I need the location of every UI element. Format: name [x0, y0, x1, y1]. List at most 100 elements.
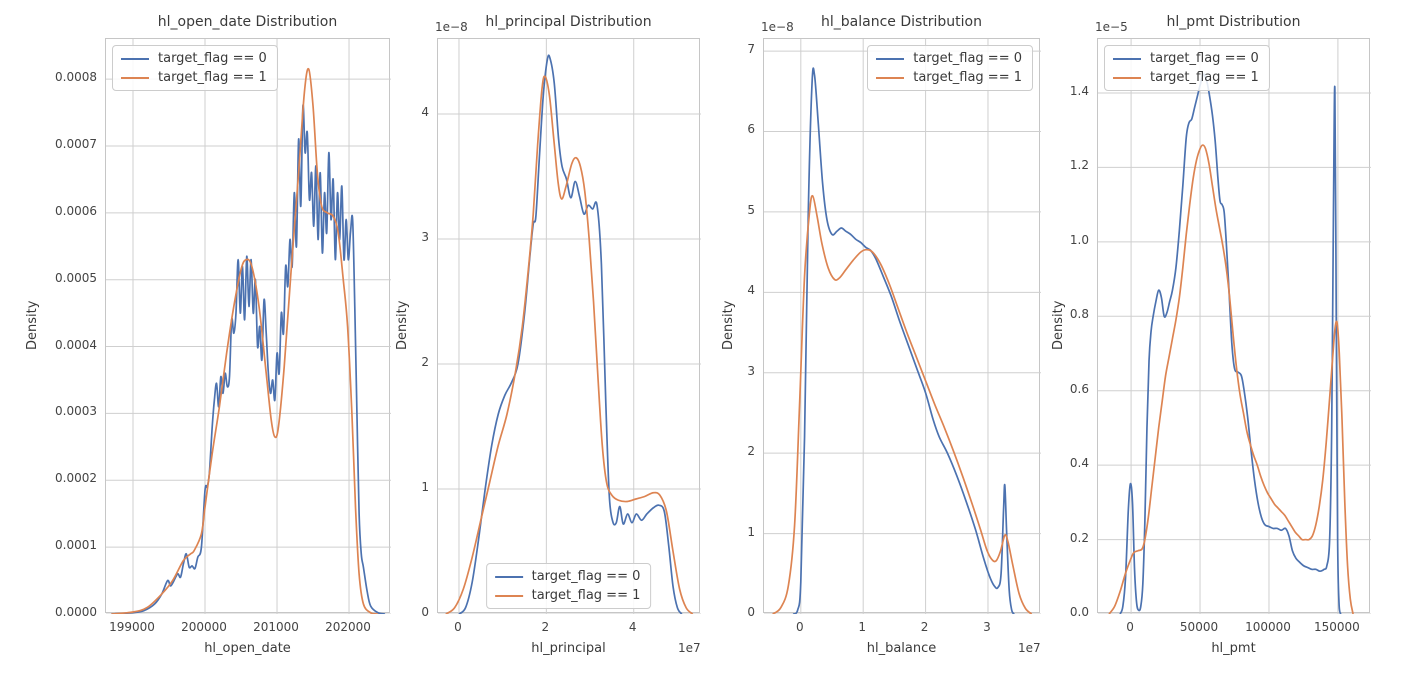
y-axis-label-density: Density: [25, 300, 40, 351]
plot-area-hl-pmt: [1098, 39, 1371, 614]
plot-area-hl-balance: [764, 39, 1041, 614]
x-tick-label: 0: [1126, 620, 1134, 634]
x-axis-label-hl-pmt: hl_pmt: [1211, 641, 1256, 656]
y-tick-label: 6: [747, 122, 755, 137]
y-tick-label: 2: [421, 355, 429, 369]
y-tick-label: 0.0002: [55, 471, 97, 486]
x-axis-offset-text: 1e7: [1018, 641, 1041, 655]
density-curve-target-flag-1: [1108, 144, 1354, 614]
y-tick-label: 1.4: [1069, 83, 1089, 98]
legend-label: target_flag == 1: [1150, 70, 1259, 85]
y-tick-label: 0.0003: [55, 404, 97, 419]
x-tick-label: 202000: [325, 620, 371, 634]
y-tick-label: 1.0: [1069, 232, 1089, 247]
y-tick-label: 1: [421, 480, 429, 494]
legend-line-swatch: [876, 57, 905, 60]
legend: target_flag == 0 target_flag == 1: [867, 45, 1033, 91]
y-tick-label: 4: [421, 105, 429, 119]
x-tick-label: 199000: [109, 620, 155, 634]
x-tick-label: 201000: [253, 620, 299, 634]
legend-entry: target_flag == 0: [876, 51, 1022, 66]
legend: target_flag == 0 target_flag == 1: [112, 45, 278, 91]
y-axis-label-density: Density: [1051, 300, 1066, 351]
y-tick-label: 3: [421, 230, 429, 244]
x-axis-label-hl-principal: hl_principal: [531, 641, 606, 656]
y-tick-label: 0.4: [1069, 456, 1089, 471]
chart-title-hl-open-date: hl_open_date Distribution: [157, 14, 338, 30]
axes-hl-principal: [437, 38, 701, 614]
plot-area-hl-principal: [438, 39, 701, 614]
y-tick-label: 0.0006: [55, 203, 97, 218]
legend-entry: target_flag == 1: [876, 70, 1022, 85]
density-curve-target-flag-1: [111, 67, 378, 614]
y-tick-label: 1: [747, 524, 755, 539]
plot-area-hl-open-date: [106, 39, 391, 614]
x-tick-label: 100000: [1245, 620, 1291, 634]
y-tick-label: 0: [421, 605, 429, 619]
chart-title-hl-pmt: hl_pmt Distribution: [1166, 14, 1301, 30]
y-tick-label: 0.0001: [55, 538, 97, 553]
axes-hl-open-date: [105, 38, 391, 614]
y-tick-label: 0.6: [1069, 381, 1089, 396]
x-tick-label: 200000: [181, 620, 227, 634]
y-tick-label: 5: [747, 202, 755, 217]
legend-line-swatch: [121, 57, 149, 60]
legend-line-swatch: [1113, 76, 1141, 79]
y-tick-label: 4: [747, 283, 755, 298]
legend-entry: target_flag == 0: [121, 51, 267, 66]
chart-title-hl-balance: hl_balance Distribution: [820, 14, 983, 30]
legend-entry: target_flag == 1: [1113, 70, 1259, 85]
density-curve-target-flag-1: [772, 194, 1033, 614]
y-axis-offset-text: 1e−5: [1095, 20, 1128, 34]
y-tick-label: 0.0007: [55, 136, 97, 151]
x-axis-label-hl-open-date: hl_open_date: [204, 641, 291, 656]
y-axis-label-density: Density: [721, 300, 736, 351]
legend-line-swatch: [494, 575, 523, 578]
legend-label: target_flag == 0: [1150, 51, 1259, 66]
legend: target_flag == 0 target_flag == 1: [1104, 45, 1270, 91]
legend-line-swatch: [1113, 57, 1141, 60]
y-tick-label: 0.0008: [55, 70, 97, 85]
y-axis-offset-text: 1e−8: [435, 20, 468, 34]
legend-label: target_flag == 0: [158, 51, 267, 66]
legend-entry: target_flag == 1: [121, 70, 267, 85]
legend-entry: target_flag == 1: [494, 588, 641, 603]
y-tick-label: 0.0: [1069, 605, 1089, 619]
y-tick-label: 0.0005: [55, 270, 97, 285]
legend-label: target_flag == 0: [531, 569, 641, 584]
legend-entry: target_flag == 0: [494, 569, 641, 584]
y-tick-label: 0.0000: [55, 605, 97, 619]
legend-label: target_flag == 0: [913, 51, 1022, 66]
legend-label: target_flag == 1: [913, 70, 1022, 85]
legend-line-swatch: [876, 76, 905, 79]
legend-label: target_flag == 1: [531, 588, 641, 603]
legend-entry: target_flag == 0: [1113, 51, 1259, 66]
density-curve-target-flag-1: [445, 75, 694, 614]
legend-line-swatch: [121, 76, 149, 79]
y-axis-offset-text: 1e−8: [761, 20, 794, 34]
legend: target_flag == 0 target_flag == 1: [485, 563, 652, 609]
y-tick-label: 2: [747, 444, 755, 459]
y-tick-label: 3: [747, 363, 755, 378]
density-curve-target-flag-0: [458, 54, 683, 614]
y-tick-label: 0.8: [1069, 307, 1089, 322]
x-tick-label: 1: [858, 620, 867, 634]
legend-label: target_flag == 1: [158, 70, 267, 85]
axes-hl-pmt: [1097, 38, 1371, 614]
x-tick-label: 2: [920, 620, 929, 634]
y-tick-label: 0.2: [1069, 530, 1089, 545]
x-axis-offset-text: 1e7: [678, 641, 701, 655]
x-axis-label-hl-balance: hl_balance: [866, 641, 937, 656]
axes-hl-balance: [763, 38, 1041, 614]
y-tick-label: 7: [747, 42, 755, 57]
x-tick-label: 4: [628, 620, 637, 634]
x-tick-label: 50000: [1179, 620, 1219, 634]
density-curve-target-flag-0: [111, 104, 386, 614]
x-tick-label: 2: [541, 620, 550, 634]
y-axis-label-density: Density: [395, 300, 410, 351]
y-tick-label: 1.2: [1069, 158, 1089, 173]
x-tick-label: 0: [454, 620, 462, 634]
y-tick-label: 0: [747, 605, 755, 619]
density-curve-target-flag-0: [792, 67, 1015, 614]
